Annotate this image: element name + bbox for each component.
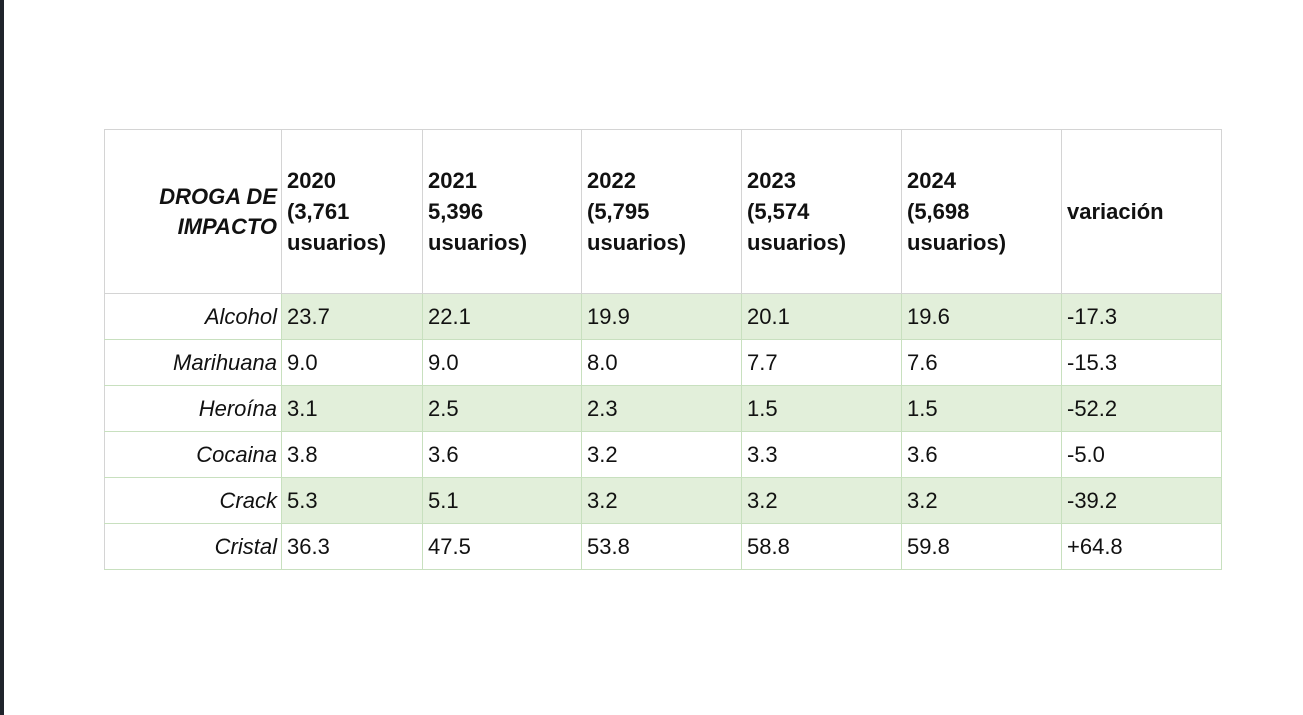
cell-2023: 20.1 [741,293,902,340]
cell-2020: 5.3 [281,477,423,524]
header-2023: 2023 (5,574 usuarios) [741,129,902,294]
header-drug-line-1: DROGA DE [159,183,277,209]
header-2020-unit: usuarios) [287,230,387,255]
header-2024: 2024 (5,698 usuarios) [901,129,1062,294]
cell-variacion: -5.0 [1061,431,1222,478]
cell-2023: 1.5 [741,385,902,432]
cell-2023: 58.8 [741,523,902,570]
cell-variacion: -17.3 [1061,293,1222,340]
cell-2020: 3.1 [281,385,423,432]
row-label: Marihuana [104,339,282,386]
cell-2023: 7.7 [741,339,902,386]
cell-variacion: -52.2 [1061,385,1222,432]
cell-2021: 47.5 [422,523,582,570]
cell-2024: 3.2 [901,477,1062,524]
header-2021-count: 5,396 [428,199,484,224]
cell-2021: 5.1 [422,477,582,524]
header-2022-unit: usuarios) [587,230,687,255]
cell-2022: 3.2 [581,477,742,524]
header-variacion: variación [1061,129,1222,294]
row-label: Cristal [104,523,282,570]
drug-impact-table: DROGA DE IMPACTO 2020 (3,761 usuarios) 2… [104,129,1222,570]
header-2023-unit: usuarios) [747,230,847,255]
cell-2022: 2.3 [581,385,742,432]
header-2021-year: 2021 [428,168,477,193]
header-2020-count: (3,761 [287,199,350,224]
header-2022-year: 2022 [587,168,636,193]
row-crack: Crack 5.3 5.1 3.2 3.2 3.2 -39.2 [104,477,1222,524]
row-label: Heroína [104,385,282,432]
row-alcohol: Alcohol 23.7 22.1 19.9 20.1 19.6 -17.3 [104,293,1222,340]
cell-2020: 36.3 [281,523,423,570]
cell-2020: 3.8 [281,431,423,478]
cell-2023: 3.2 [741,477,902,524]
row-heroina: Heroína 3.1 2.5 2.3 1.5 1.5 -52.2 [104,385,1222,432]
header-variacion-label: variación [1067,199,1164,224]
cell-2024: 19.6 [901,293,1062,340]
header-2022: 2022 (5,795 usuarios) [581,129,742,294]
cell-2021: 2.5 [422,385,582,432]
cell-2024: 3.6 [901,431,1062,478]
header-2022-count: (5,795 [587,199,650,224]
header-2024-year: 2024 [907,168,956,193]
header-2024-unit: usuarios) [907,230,1007,255]
header-2024-count: (5,698 [907,199,970,224]
cell-2021: 22.1 [422,293,582,340]
window-edge [0,0,4,715]
row-cocaina: Cocaina 3.8 3.6 3.2 3.3 3.6 -5.0 [104,431,1222,478]
cell-2024: 1.5 [901,385,1062,432]
cell-2022: 8.0 [581,339,742,386]
cell-2022: 53.8 [581,523,742,570]
cell-2023: 3.3 [741,431,902,478]
row-label: Alcohol [104,293,282,340]
row-cristal: Cristal 36.3 47.5 53.8 58.8 59.8 +64.8 [104,523,1222,570]
row-marihuana: Marihuana 9.0 9.0 8.0 7.7 7.6 -15.3 [104,339,1222,386]
header-2023-count: (5,574 [747,199,810,224]
header-row: DROGA DE IMPACTO 2020 (3,761 usuarios) 2… [104,129,1222,294]
header-2023-year: 2023 [747,168,796,193]
header-2020: 2020 (3,761 usuarios) [281,129,423,294]
cell-variacion: -15.3 [1061,339,1222,386]
cell-2024: 59.8 [901,523,1062,570]
cell-variacion: +64.8 [1061,523,1222,570]
cell-2020: 9.0 [281,339,423,386]
cell-variacion: -39.2 [1061,477,1222,524]
header-2021: 2021 5,396 usuarios) [422,129,582,294]
header-2021-unit: usuarios) [428,230,528,255]
cell-2024: 7.6 [901,339,1062,386]
row-label: Cocaina [104,431,282,478]
cell-2022: 19.9 [581,293,742,340]
cell-2021: 3.6 [422,431,582,478]
header-drug: DROGA DE IMPACTO [104,129,282,294]
row-label: Crack [104,477,282,524]
cell-2020: 23.7 [281,293,423,340]
cell-2021: 9.0 [422,339,582,386]
cell-2022: 3.2 [581,431,742,478]
header-drug-line-2: IMPACTO [177,213,277,239]
header-2020-year: 2020 [287,168,336,193]
